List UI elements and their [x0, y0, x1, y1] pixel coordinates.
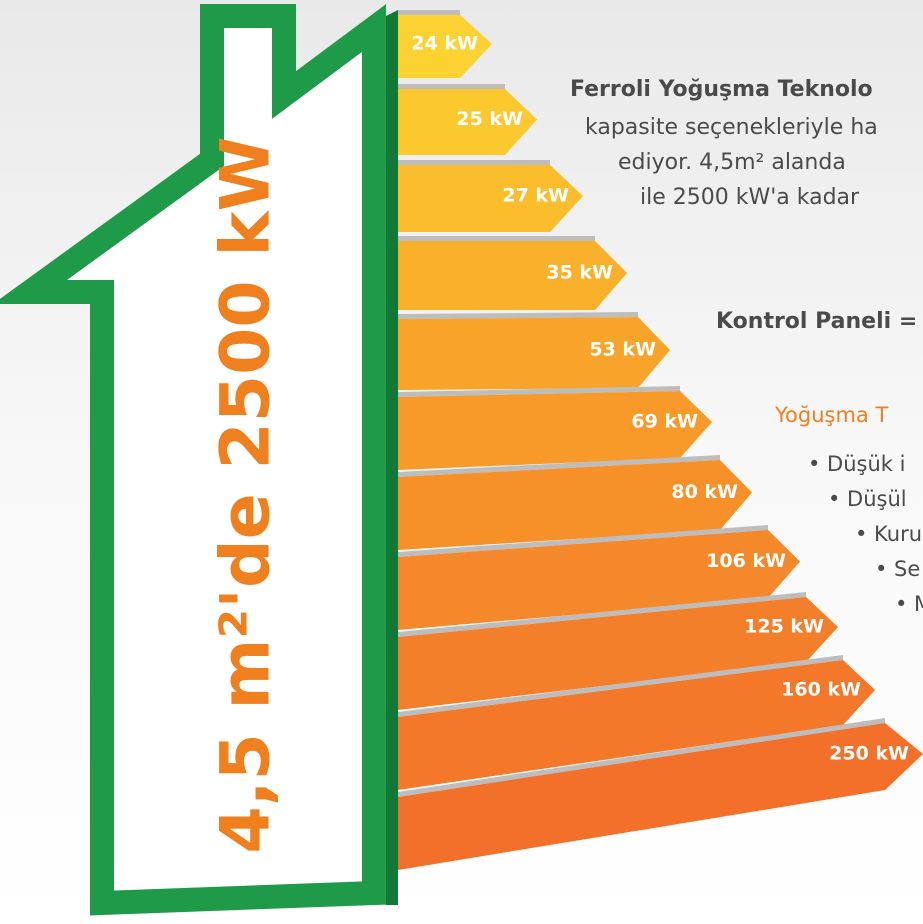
bar: [398, 597, 838, 710]
text-block: Ferroli Yoğuşma Teknolo kapasite seçenek…: [570, 77, 923, 616]
bar-label: 24 kW: [411, 33, 478, 55]
bar: [398, 391, 712, 470]
intro-line: ile 2500 kW'a kadar: [640, 185, 860, 210]
bullet: • Se: [875, 557, 920, 581]
bullet: • M: [895, 592, 923, 616]
bar-shadow: [398, 84, 505, 89]
bar-shadow: [398, 525, 768, 557]
house: [0, 4, 386, 916]
bar: [398, 241, 627, 310]
section-title: Yoğuşma T: [774, 403, 888, 427]
house-side: [386, 10, 398, 905]
bar-label: 69 kW: [631, 411, 698, 433]
bar: [398, 530, 800, 630]
house-label: 4,5 m²'de 2500 kW: [207, 136, 286, 853]
bullet: • Düşül: [828, 487, 907, 511]
bar-shadow: [398, 10, 460, 15]
bar-shadow: [398, 386, 680, 397]
intro-line: kapasite seçenekleriyle ha: [585, 115, 878, 140]
bar-label: 80 kW: [671, 481, 738, 503]
bar: [398, 723, 923, 870]
bar-label: 25 kW: [456, 108, 523, 130]
bar-label: 27 kW: [502, 185, 569, 207]
bar-label: 53 kW: [589, 339, 656, 361]
bar-shadow: [398, 718, 885, 797]
bar-label: 250 kW: [829, 743, 909, 765]
bar-shadow: [398, 455, 720, 477]
bar-shadow: [398, 592, 806, 637]
bullet: • Düşük i: [808, 452, 905, 476]
bar-shadow: [398, 236, 595, 241]
bullet: • Kuru: [855, 522, 922, 546]
bar: [398, 165, 583, 232]
bar: [398, 660, 875, 790]
intro-line: Ferroli Yoğuşma Teknolo: [570, 77, 873, 102]
bars: 24 kW 25 kW 27 kW 35 kW 53 kW 69 kW 80 kW 106 k…: [398, 10, 923, 870]
bar: [398, 317, 670, 390]
bar: [398, 15, 492, 78]
panel-text: Kontrol Paneli =: [716, 309, 917, 334]
bar-label: 106 kW: [706, 550, 786, 572]
intro-line: ediyor. 4,5m² alanda: [618, 150, 846, 175]
bar-shadow: [398, 160, 550, 165]
bar-label: 125 kW: [744, 616, 824, 638]
bar-label: 160 kW: [781, 679, 861, 701]
bar-shadow: [398, 655, 843, 717]
bar: [398, 89, 537, 155]
bar-shadow: [398, 312, 638, 319]
bar-label: 35 kW: [546, 262, 613, 284]
bar: [398, 460, 752, 550]
